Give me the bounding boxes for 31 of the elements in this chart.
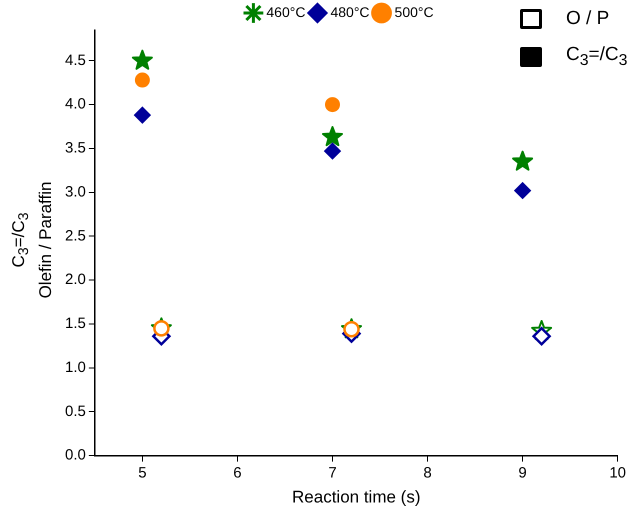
point [134, 106, 151, 124]
x-tick-label: 10 [609, 464, 626, 482]
y-tick-label: 2.0 [64, 271, 86, 288]
x-tick-label: 9 [518, 464, 527, 482]
y-tick-label: 4.0 [64, 96, 86, 113]
point [532, 327, 551, 346]
y-tick-label: 1.0 [64, 358, 86, 376]
point [324, 97, 340, 112]
point [324, 142, 341, 160]
y-tick-label: 3.5 [64, 140, 86, 157]
x-tick-label: 6 [233, 464, 242, 482]
point [322, 126, 343, 146]
y-tick-label: 0.0 [64, 446, 86, 464]
legend-label: 480°C [330, 4, 370, 20]
point [134, 72, 150, 88]
legend-label: 500°C [394, 4, 434, 20]
y-tick-label: 1.5 [64, 315, 86, 332]
y-tick-label: 3.0 [64, 183, 86, 200]
x-tick-label: 8 [423, 464, 432, 482]
x-tick-label: 7 [328, 464, 337, 482]
point [514, 182, 532, 200]
text: O / P [566, 8, 610, 30]
x-axis-title: Reaction time (s) [292, 487, 420, 506]
point [132, 50, 153, 70]
annotation: C$_{3}$=/C$_{3}$ [566, 44, 628, 70]
y-tick-label: 2.5 [64, 227, 86, 244]
x-tick-label: 5 [138, 464, 147, 482]
y-tick-label: 4.5 [64, 52, 86, 69]
y-tick-label: 0.5 [64, 402, 86, 420]
point [512, 150, 534, 171]
legend-label: 460°C [266, 4, 306, 20]
